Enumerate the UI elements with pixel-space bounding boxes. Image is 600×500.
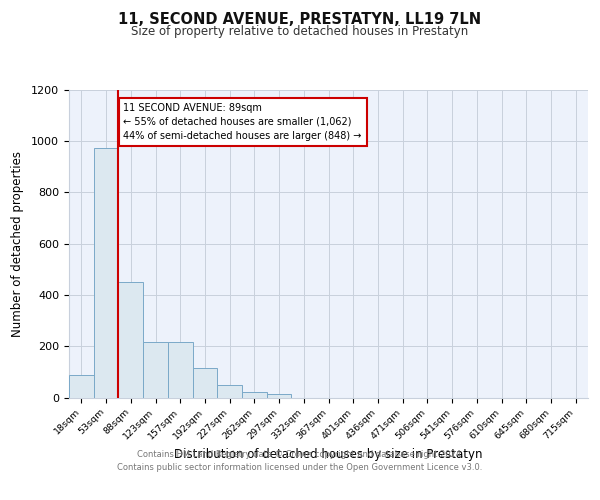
X-axis label: Distribution of detached houses by size in Prestatyn: Distribution of detached houses by size … bbox=[174, 448, 483, 461]
Text: 11 SECOND AVENUE: 89sqm
← 55% of detached houses are smaller (1,062)
44% of semi: 11 SECOND AVENUE: 89sqm ← 55% of detache… bbox=[124, 103, 362, 141]
Bar bbox=[267, 394, 292, 398]
Bar bbox=[193, 368, 217, 398]
Text: Contains HM Land Registry data © Crown copyright and database right 2024.: Contains HM Land Registry data © Crown c… bbox=[137, 450, 463, 459]
Bar bbox=[217, 384, 242, 398]
Y-axis label: Number of detached properties: Number of detached properties bbox=[11, 151, 24, 337]
Bar bbox=[242, 392, 267, 398]
Bar bbox=[143, 342, 168, 398]
Text: 11, SECOND AVENUE, PRESTATYN, LL19 7LN: 11, SECOND AVENUE, PRESTATYN, LL19 7LN bbox=[118, 12, 482, 28]
Bar bbox=[168, 342, 193, 398]
Bar bbox=[69, 375, 94, 398]
Text: Size of property relative to detached houses in Prestatyn: Size of property relative to detached ho… bbox=[131, 25, 469, 38]
Bar bbox=[94, 148, 118, 398]
Bar bbox=[118, 282, 143, 398]
Text: Contains public sector information licensed under the Open Government Licence v3: Contains public sector information licen… bbox=[118, 462, 482, 471]
